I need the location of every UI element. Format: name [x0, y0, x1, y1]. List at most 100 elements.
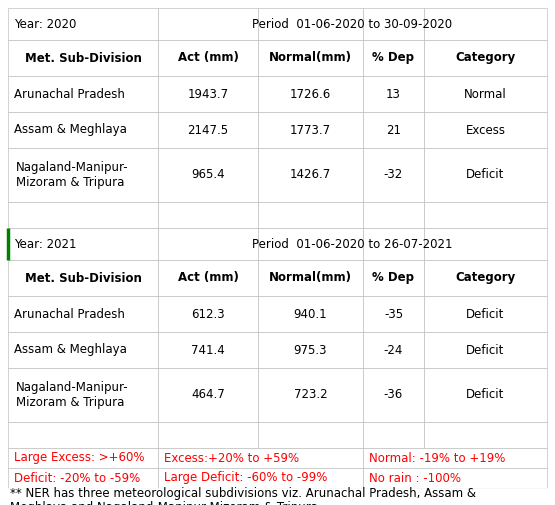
Bar — [424, 148, 547, 202]
Text: 965.4: 965.4 — [191, 169, 225, 181]
Text: Year: 2020: Year: 2020 — [14, 18, 77, 30]
Bar — [363, 112, 424, 148]
Bar — [363, 448, 547, 468]
Bar — [363, 8, 424, 40]
Bar — [8, 488, 547, 505]
Text: 464.7: 464.7 — [191, 388, 225, 401]
Bar — [258, 260, 363, 296]
Bar — [258, 8, 363, 40]
Bar — [363, 260, 424, 296]
Text: Arunachal Pradesh: Arunachal Pradesh — [14, 308, 125, 321]
Bar — [8, 76, 158, 112]
Bar — [424, 76, 547, 112]
Bar — [424, 228, 547, 260]
Bar — [258, 332, 363, 368]
Text: Large Excess: >+60%: Large Excess: >+60% — [14, 451, 144, 465]
Bar — [8, 148, 158, 202]
Bar — [8, 296, 158, 332]
Bar — [8, 112, 158, 148]
Bar — [8, 8, 158, 40]
Text: Nagaland-Manipur-
Mizoram & Tripura: Nagaland-Manipur- Mizoram & Tripura — [16, 161, 129, 189]
Bar — [158, 368, 258, 422]
Text: Nagaland-Manipur-
Mizoram & Tripura: Nagaland-Manipur- Mizoram & Tripura — [16, 381, 129, 409]
Bar — [158, 8, 258, 40]
Bar — [158, 422, 258, 448]
Bar — [363, 368, 424, 422]
Text: Assam & Meghlaya: Assam & Meghlaya — [14, 124, 127, 136]
Text: Normal: -19% to +19%: Normal: -19% to +19% — [369, 451, 506, 465]
Bar — [158, 228, 258, 260]
Bar — [8, 448, 158, 468]
Text: -35: -35 — [384, 308, 403, 321]
Text: 1726.6: 1726.6 — [290, 87, 331, 100]
Text: -24: -24 — [384, 343, 403, 357]
Bar — [158, 40, 258, 76]
Text: Deficit: Deficit — [466, 388, 504, 401]
Bar — [363, 40, 424, 76]
Bar — [424, 422, 547, 448]
Text: Met. Sub-Division: Met. Sub-Division — [24, 52, 142, 65]
Bar — [158, 332, 258, 368]
Text: Arunachal Pradesh: Arunachal Pradesh — [14, 87, 125, 100]
Text: Category: Category — [455, 272, 516, 284]
Text: 1426.7: 1426.7 — [290, 169, 331, 181]
Bar — [158, 148, 258, 202]
Text: Met. Sub-Division: Met. Sub-Division — [24, 272, 142, 284]
Text: -32: -32 — [384, 169, 403, 181]
Text: Deficit: -20% to -59%: Deficit: -20% to -59% — [14, 472, 140, 484]
Text: Normal(mm): Normal(mm) — [269, 52, 352, 65]
Bar — [363, 148, 424, 202]
Bar — [424, 202, 547, 228]
Text: Excess:+20% to +59%: Excess:+20% to +59% — [164, 451, 299, 465]
Bar — [424, 332, 547, 368]
Text: 2147.5: 2147.5 — [188, 124, 229, 136]
Bar — [158, 296, 258, 332]
Bar — [8, 332, 158, 368]
Bar — [158, 202, 258, 228]
Bar — [258, 296, 363, 332]
Text: % Dep: % Dep — [372, 272, 415, 284]
Text: 612.3: 612.3 — [191, 308, 225, 321]
Text: -36: -36 — [384, 388, 403, 401]
Bar — [8, 202, 158, 228]
Bar — [8, 260, 158, 296]
Text: ** NER has three meteorological subdivisions viz. Arunachal Pradesh, Assam &: ** NER has three meteorological subdivis… — [10, 487, 476, 500]
Text: Act (mm): Act (mm) — [178, 272, 239, 284]
Text: 723.2: 723.2 — [294, 388, 327, 401]
Bar — [363, 332, 424, 368]
Text: Year: 2021: Year: 2021 — [14, 237, 77, 250]
Bar — [8, 368, 158, 422]
Bar — [424, 8, 547, 40]
Text: Act (mm): Act (mm) — [178, 52, 239, 65]
Text: 1943.7: 1943.7 — [188, 87, 229, 100]
Bar — [258, 422, 363, 448]
Text: Deficit: Deficit — [466, 169, 504, 181]
Text: Normal(mm): Normal(mm) — [269, 272, 352, 284]
Text: Assam & Meghlaya: Assam & Meghlaya — [14, 343, 127, 357]
Bar — [158, 112, 258, 148]
Text: Excess: Excess — [466, 124, 506, 136]
Text: Deficit: Deficit — [466, 308, 504, 321]
Bar — [158, 260, 258, 296]
Bar — [258, 112, 363, 148]
Bar — [424, 40, 547, 76]
Text: Period  01-06-2020 to 30-09-2020: Period 01-06-2020 to 30-09-2020 — [253, 18, 452, 30]
Bar — [258, 40, 363, 76]
Text: Meghlaya and Nagaland-Manipur-Mizoram & Tripura: Meghlaya and Nagaland-Manipur-Mizoram & … — [10, 500, 318, 505]
Bar — [8, 468, 158, 488]
Bar — [363, 422, 424, 448]
Text: 940.1: 940.1 — [294, 308, 327, 321]
Text: No rain : -100%: No rain : -100% — [369, 472, 461, 484]
Text: Deficit: Deficit — [466, 343, 504, 357]
Bar — [363, 76, 424, 112]
Bar — [8, 228, 158, 260]
Bar — [424, 296, 547, 332]
Bar — [258, 368, 363, 422]
Text: 21: 21 — [386, 124, 401, 136]
Bar — [158, 448, 363, 468]
Bar — [424, 368, 547, 422]
Bar — [158, 76, 258, 112]
Bar — [363, 296, 424, 332]
Bar — [258, 202, 363, 228]
Bar — [158, 468, 363, 488]
